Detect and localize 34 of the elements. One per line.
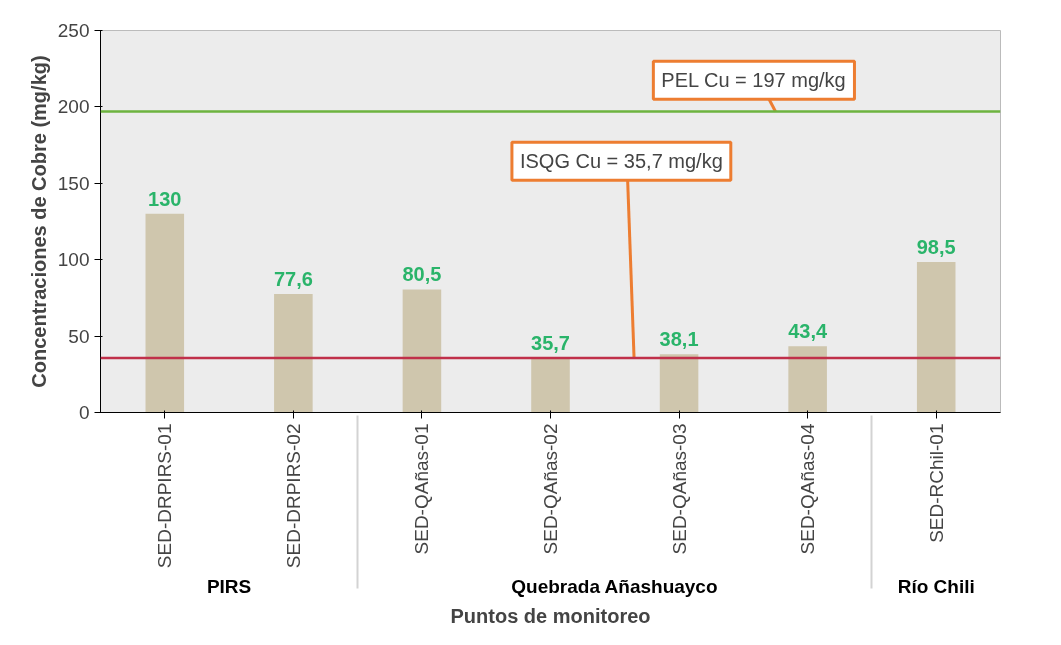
x-tick-label: SED-QAñas-04 (797, 423, 819, 555)
bar (531, 357, 570, 413)
bar (274, 293, 313, 413)
y-tick-label: 150 (57, 172, 90, 194)
text: Quebrada Añashuayco (511, 576, 718, 598)
text: PIRS (206, 576, 252, 598)
bar (145, 213, 185, 413)
x-tick-label: SED-DRPIRS-02 (282, 423, 304, 569)
x-tick-label: SED-QAñas-02 (540, 423, 561, 555)
data-label: 130 (148, 187, 182, 210)
bar (788, 346, 827, 413)
y-tick-label: 250 (57, 20, 90, 41)
y-tick-label: 0 (78, 402, 90, 423)
text: Río Chili (897, 576, 975, 598)
y-axis-title: Concentraciones de Cobre (mg/kg) (27, 55, 50, 388)
x-tick-label: SED-QAñas-01 (411, 423, 433, 555)
x-tick-label: SED-DRPIRS-01 (154, 423, 176, 569)
x-tick-label: SED-RChil-01 (925, 423, 947, 543)
bar (402, 289, 442, 413)
data-label: 80,5 (402, 263, 442, 286)
bar (659, 354, 699, 413)
ref-line-label: PEL Cu = 197 mg/kg (661, 69, 846, 92)
data-label: 77,6 (273, 267, 313, 290)
data-label: 98,5 (916, 235, 956, 258)
data-label: 43,4 (788, 320, 828, 343)
data-label: 35,7 (531, 331, 570, 354)
y-tick-label: 50 (68, 325, 90, 347)
data-label: 38,1 (659, 328, 699, 351)
x-axis-title: Puntos de monitoreo (450, 605, 651, 628)
y-tick-label: 200 (57, 96, 90, 118)
ref-line-label: ISQG Cu = 35,7 mg/kg (519, 150, 723, 173)
x-tick-label: SED-QAñas-03 (668, 423, 690, 555)
y-tick-label: 100 (57, 249, 90, 271)
bar (916, 261, 956, 413)
